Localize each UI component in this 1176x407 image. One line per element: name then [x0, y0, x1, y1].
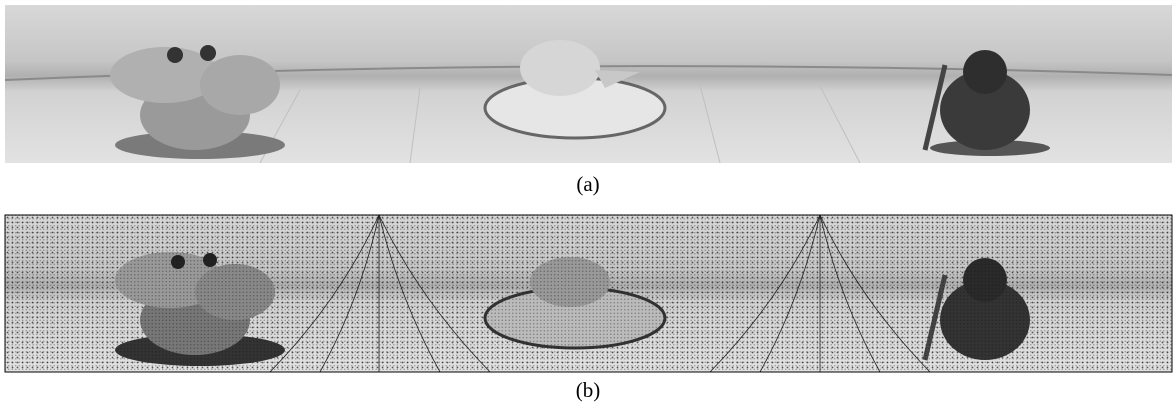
- panel-b-image: [5, 215, 1172, 372]
- panel-a-image: [5, 5, 1172, 163]
- caption-a: (a): [576, 172, 599, 196]
- caption-b: (b): [576, 378, 601, 402]
